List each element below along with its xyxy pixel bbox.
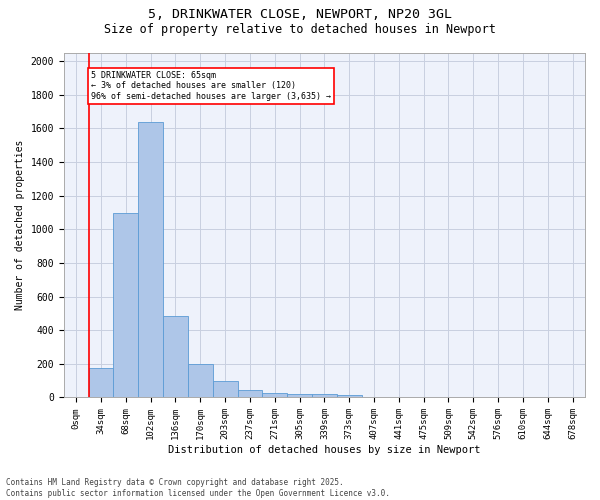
Bar [287,394,312,398]
Bar [188,364,212,398]
Text: Size of property relative to detached houses in Newport: Size of property relative to detached ho… [104,22,496,36]
Text: Contains HM Land Registry data © Crown copyright and database right 2025.
Contai: Contains HM Land Registry data © Crown c… [6,478,390,498]
Bar [89,368,113,398]
Bar [262,393,287,398]
Bar [113,213,138,398]
Text: 5, DRINKWATER CLOSE, NEWPORT, NP20 3GL: 5, DRINKWATER CLOSE, NEWPORT, NP20 3GL [148,8,452,20]
X-axis label: Distribution of detached houses by size in Newport: Distribution of detached houses by size … [168,445,481,455]
Bar [212,380,238,398]
Bar [163,316,188,398]
Bar [238,390,262,398]
Bar [138,122,163,398]
Bar [312,394,337,398]
Bar [337,396,362,398]
Text: 5 DRINKWATER CLOSE: 65sqm
← 3% of detached houses are smaller (120)
96% of semi-: 5 DRINKWATER CLOSE: 65sqm ← 3% of detach… [91,71,331,101]
Y-axis label: Number of detached properties: Number of detached properties [15,140,25,310]
